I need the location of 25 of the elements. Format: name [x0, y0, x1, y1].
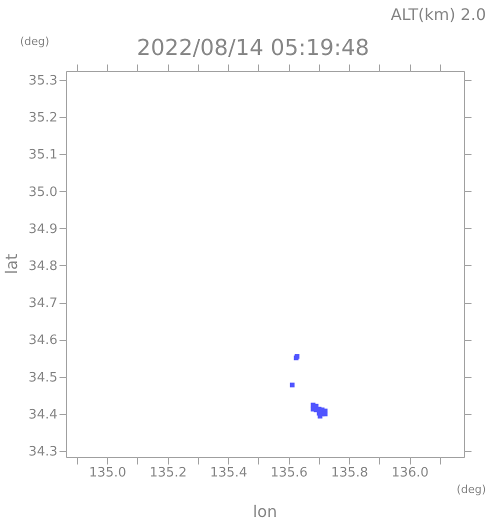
y-tick-label: 34.9: [28, 222, 58, 237]
text: (deg): [456, 483, 486, 496]
y-tick-label: 35.1: [28, 148, 58, 163]
y-axis-title: lat: [2, 254, 21, 274]
chart-title: 2022/08/14 05:19:48: [136, 36, 370, 61]
x-axis-title: lon: [252, 502, 278, 521]
point: [322, 412, 328, 416]
x-tick-label: 135.6: [270, 466, 308, 480]
y-tick-label: 35.2: [28, 110, 58, 126]
x-tick-label: 135.4: [210, 466, 248, 480]
y-tick-label: 35.3: [28, 73, 58, 88]
y-tick-label: 34.5: [28, 370, 58, 386]
y-tick-label: 34.8: [28, 258, 58, 274]
y-tick-label: 35.0: [28, 184, 58, 200]
x-tick-label: 135.8: [330, 466, 368, 480]
y-tick-label: 34.6: [28, 333, 58, 348]
text: (deg): [20, 35, 50, 48]
y-tick-label: 34.7: [28, 296, 58, 312]
x-tick-label: 136.0: [391, 466, 429, 480]
y-tick-label: 34.4: [28, 407, 58, 422]
x-tick-label: 135.0: [89, 466, 126, 480]
text: ALT(km) 2.0: [390, 5, 486, 24]
y-tick-label: 34.3: [28, 444, 58, 460]
point: [290, 382, 295, 388]
x-tick-label: 135.2: [150, 466, 187, 480]
